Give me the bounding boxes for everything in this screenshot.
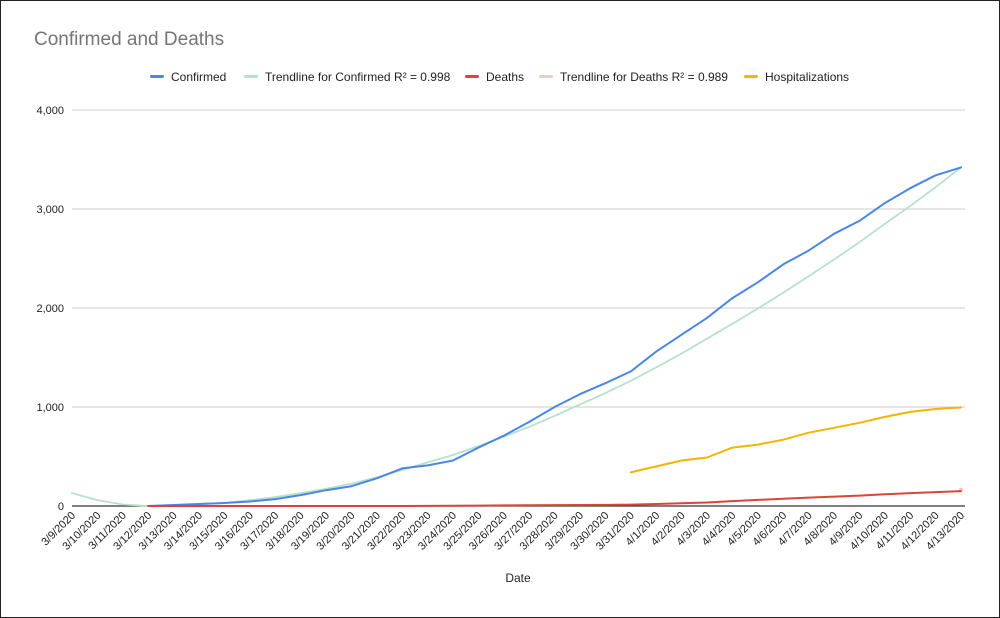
chart-title: Confirmed and Deaths <box>34 29 225 50</box>
y-tick-label: 0 <box>58 501 64 513</box>
y-tick-label: 2,000 <box>36 303 64 315</box>
legend-label: Deaths <box>486 70 525 84</box>
series-line-2 <box>147 490 962 507</box>
y-tick-label: 3,000 <box>36 204 64 216</box>
y-tick-label: 4,000 <box>36 105 64 117</box>
legend-item: Confirmed <box>150 70 226 84</box>
legend-label: Confirmed <box>171 70 227 84</box>
legend-swatch <box>244 75 258 79</box>
legend-item: Hospitalizations <box>744 70 849 84</box>
series-line-4 <box>629 406 962 474</box>
legend-label: Trendline for Deaths R² = 0.989 <box>560 70 728 84</box>
x-axis-title: Date <box>505 571 531 585</box>
series-line-0 <box>147 166 962 507</box>
legend-item: Deaths <box>465 70 524 84</box>
legend-swatch <box>465 75 479 79</box>
legend-item: Trendline for Confirmed R² = 0.998 <box>244 70 450 84</box>
legend-item: Trendline for Deaths R² = 0.989 <box>539 70 728 84</box>
legend-label: Trendline for Confirmed R² = 0.998 <box>265 70 451 84</box>
legend-label: Hospitalizations <box>765 70 850 84</box>
chart-legend: Confirmed Trendline for Confirmed R² = 0.… <box>0 68 1000 88</box>
y-tick-label: 1,000 <box>36 402 64 414</box>
legend-swatch <box>744 75 758 79</box>
legend-swatch <box>539 75 553 79</box>
legend-swatch <box>150 75 164 79</box>
series-line-1 <box>71 166 962 507</box>
